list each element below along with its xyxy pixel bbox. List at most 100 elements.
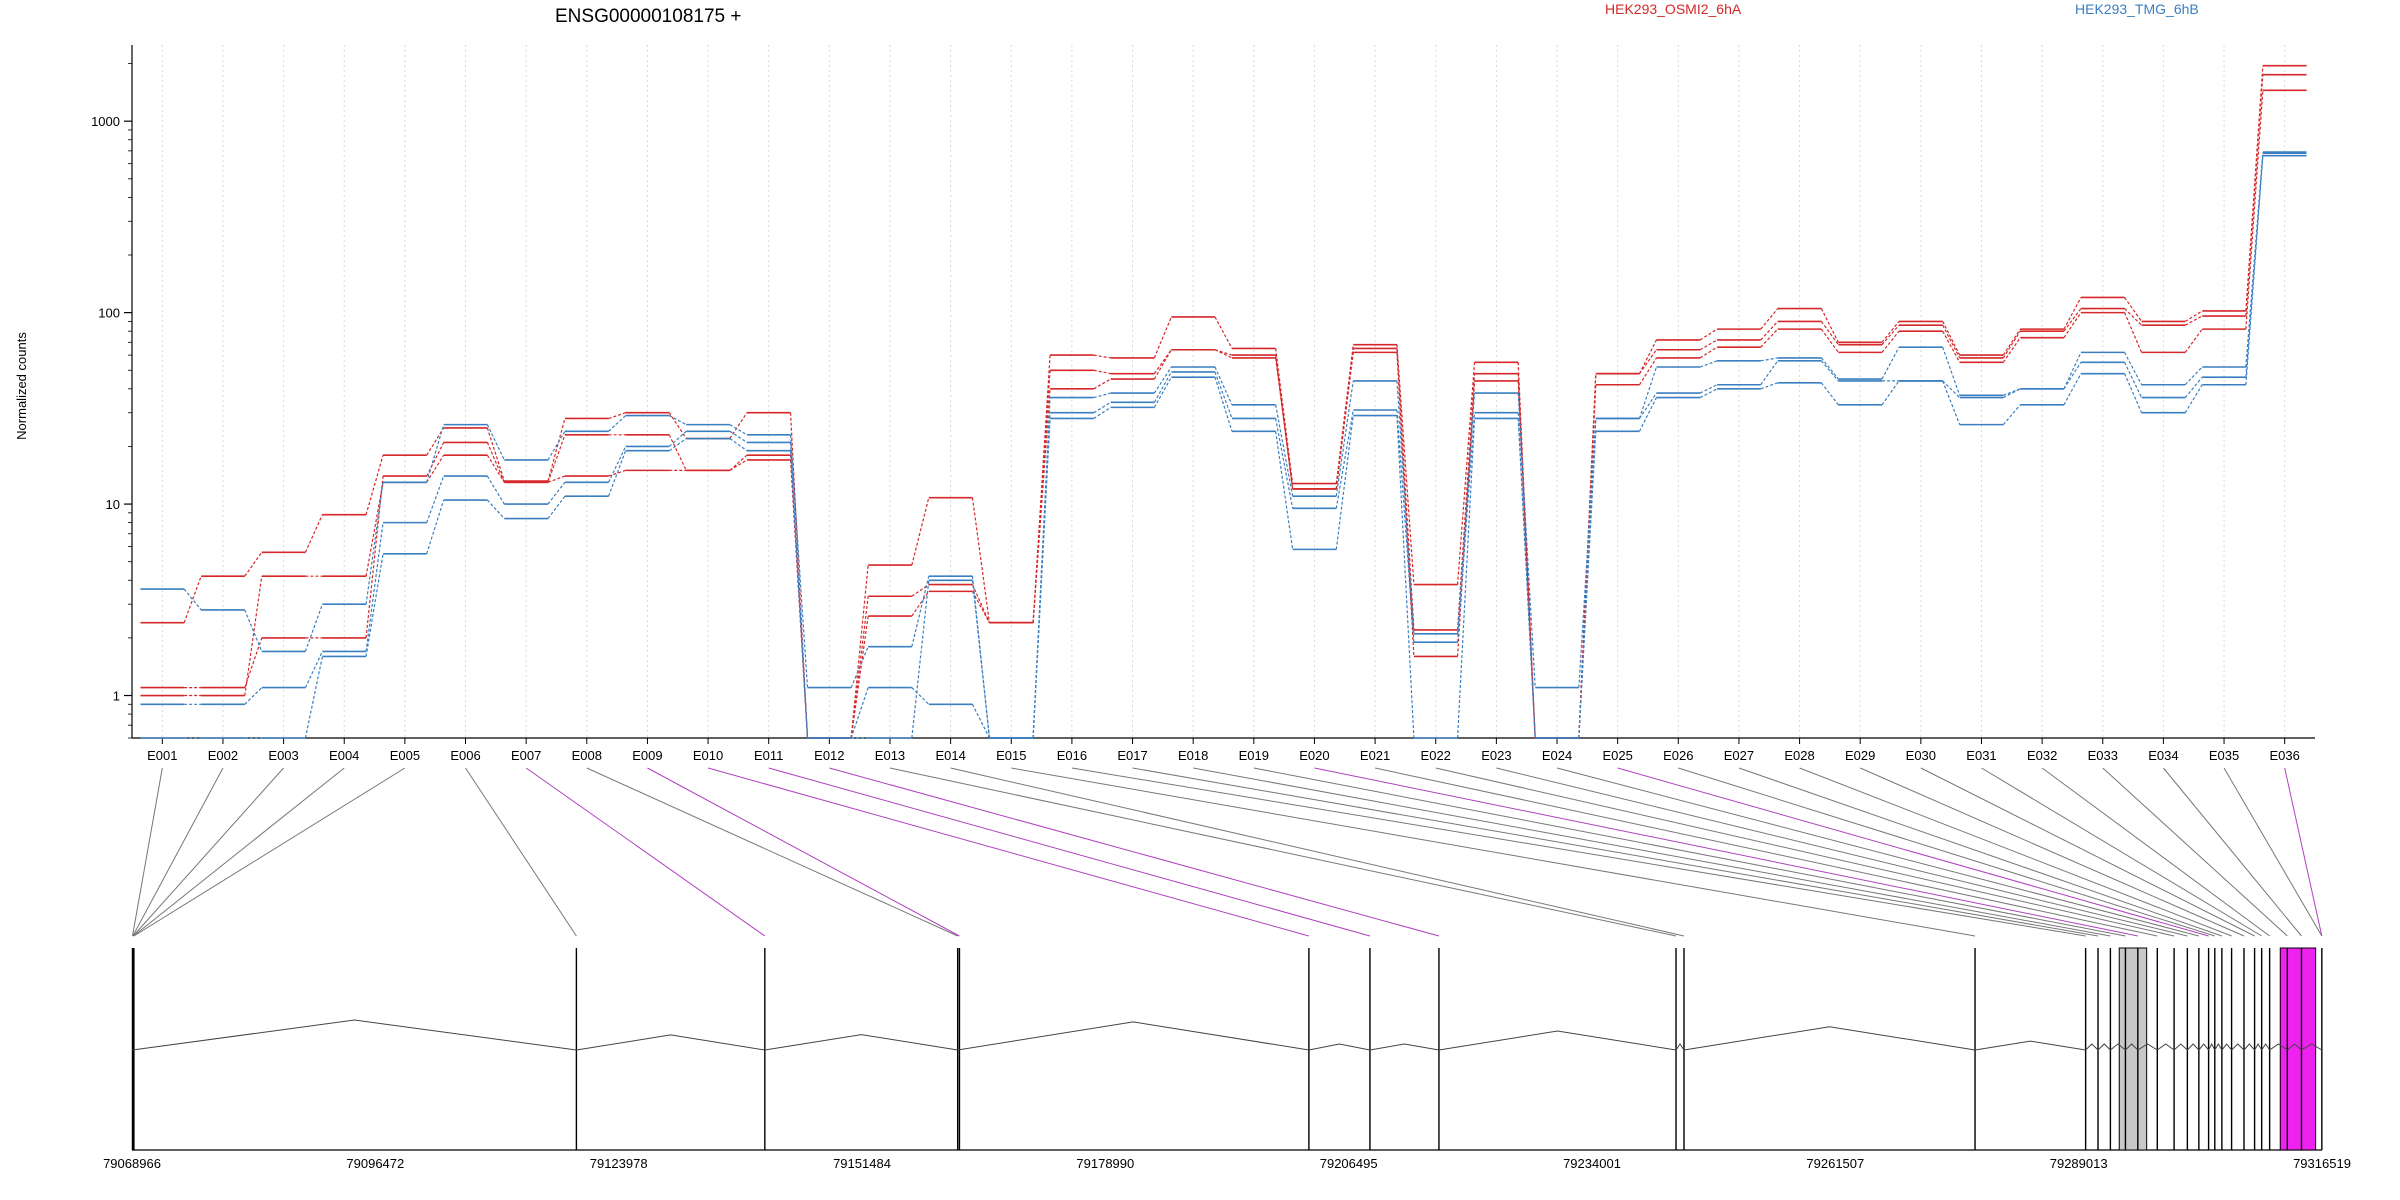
series-4-hek293_tmg_6hb (140, 152, 2307, 739)
x-tick-label-e003: E003 (268, 748, 298, 763)
exon-link-e017 (1132, 767, 2099, 937)
series-lines (140, 64, 2307, 739)
connector-segment (1820, 357, 1839, 380)
connector-segment (1214, 316, 1233, 349)
connector-segment (668, 412, 687, 439)
x-tick-label-e012: E012 (814, 748, 844, 763)
connector-segment (1335, 380, 1354, 497)
connector-segment (789, 442, 809, 739)
connector-segment (1760, 357, 1778, 362)
exon-link-e034 (2163, 767, 2302, 937)
connector-segment (1638, 366, 1658, 419)
gene-model: 79068966 79096472 79123978 79151484 79178990… (103, 947, 2351, 1171)
connector-segment (2245, 74, 2264, 317)
intron-caret (1369, 1043, 1440, 1051)
exon-link-e012 (829, 767, 1440, 937)
genomic-coordinate-label: 79234001 (1563, 1156, 1621, 1171)
connector-segment (1396, 352, 1415, 657)
connector-segment (2124, 308, 2142, 326)
connector-segment (1214, 366, 1233, 406)
connector-segment (486, 475, 505, 505)
connector-segment (426, 499, 445, 554)
connector-segment (1153, 371, 1172, 403)
connector-segment (1093, 369, 1111, 375)
exon-link-e031 (1981, 767, 2262, 937)
connector-segment (1699, 328, 1718, 341)
connector-segment (1699, 388, 1718, 399)
chart-title: ENSG00000108175 + (555, 6, 741, 27)
x-tick-label-e035: E035 (2209, 748, 2239, 763)
connector-segment (1275, 348, 1294, 484)
connector-segment (304, 651, 323, 688)
connector-segment (1153, 349, 1172, 380)
intron-caret (2085, 1043, 2099, 1051)
connector-segment (304, 656, 323, 739)
x-tick-label-e002: E002 (208, 748, 238, 763)
connector-segment (1942, 324, 1961, 359)
exon-link-e024 (1556, 767, 2199, 937)
exon-link-e036 (2284, 767, 2323, 937)
connector-segment (1942, 380, 1961, 425)
x-tick-label-e032: E032 (2027, 748, 2057, 763)
connector-segment (971, 591, 990, 624)
intron-caret (1438, 1030, 1677, 1051)
connector-segment (1093, 392, 1111, 399)
gray-exon-block (2118, 947, 2148, 1151)
connector-segment (1942, 321, 1961, 356)
connector-segment (1699, 360, 1718, 368)
connector-segment (244, 609, 263, 652)
connector-segment (668, 438, 687, 452)
x-tick-label-e008: E008 (572, 748, 602, 763)
x-tick-label-e001: E001 (147, 748, 177, 763)
connector-segment (365, 553, 384, 657)
connector-segment (971, 704, 990, 739)
connector-segment (426, 454, 445, 483)
connector-segment (608, 415, 627, 432)
intron-caret (2254, 1043, 2263, 1051)
x-tick-label-e017: E017 (1117, 748, 1147, 763)
connector-segment (486, 442, 505, 483)
connector-segment (1638, 339, 1657, 374)
exon-link-e002 (132, 767, 224, 937)
exon-link-e006 (465, 767, 577, 937)
x-tick-label-e022: E022 (1421, 748, 1451, 763)
x-tick-label-e025: E025 (1602, 748, 1632, 763)
connector-segment (1820, 382, 1839, 406)
intron-caret (2261, 1043, 2271, 1051)
exon-link-e005 (133, 767, 406, 937)
connector-segment (971, 580, 991, 739)
connector-segment (1638, 397, 1657, 432)
intron-caret (2269, 1043, 2288, 1051)
exon-link-e022 (1435, 767, 2175, 937)
connector-segment (1942, 346, 1961, 396)
genomic-coordinate-label: 79123978 (590, 1156, 648, 1171)
connector-segment (1456, 393, 1476, 634)
connector-segment (850, 687, 869, 739)
x-tick-label-e027: E027 (1724, 748, 1754, 763)
connector-segment (547, 418, 566, 482)
connector-segment (1153, 316, 1172, 359)
exon-link-e009 (647, 767, 960, 937)
intron-caret (2156, 1043, 2175, 1051)
exon-link-e007 (525, 767, 766, 937)
y-tick-label-1000: 1000 (91, 114, 120, 129)
connector-segment (1638, 357, 1657, 386)
connector-segment (1760, 328, 1779, 348)
x-tick-label-e018: E018 (1178, 748, 1208, 763)
connector-segment (1760, 308, 1779, 330)
connector-segment (1699, 346, 1718, 359)
intron-caret (2301, 1043, 2323, 1051)
connector-segment (2124, 312, 2143, 353)
connector-segment (2063, 297, 2082, 330)
connector-segment (1456, 362, 1476, 585)
exon-link-e025 (1617, 767, 2209, 937)
connector-segment (547, 481, 566, 505)
exon-link-e032 (2041, 767, 2270, 937)
connector-segment (547, 495, 566, 519)
connector-segment (911, 580, 930, 739)
x-tick-label-e016: E016 (1057, 748, 1087, 763)
intron-caret (2198, 1043, 2209, 1051)
connector-segment (1214, 371, 1233, 419)
connector-segment (1760, 360, 1779, 386)
connector-segment (668, 415, 687, 426)
